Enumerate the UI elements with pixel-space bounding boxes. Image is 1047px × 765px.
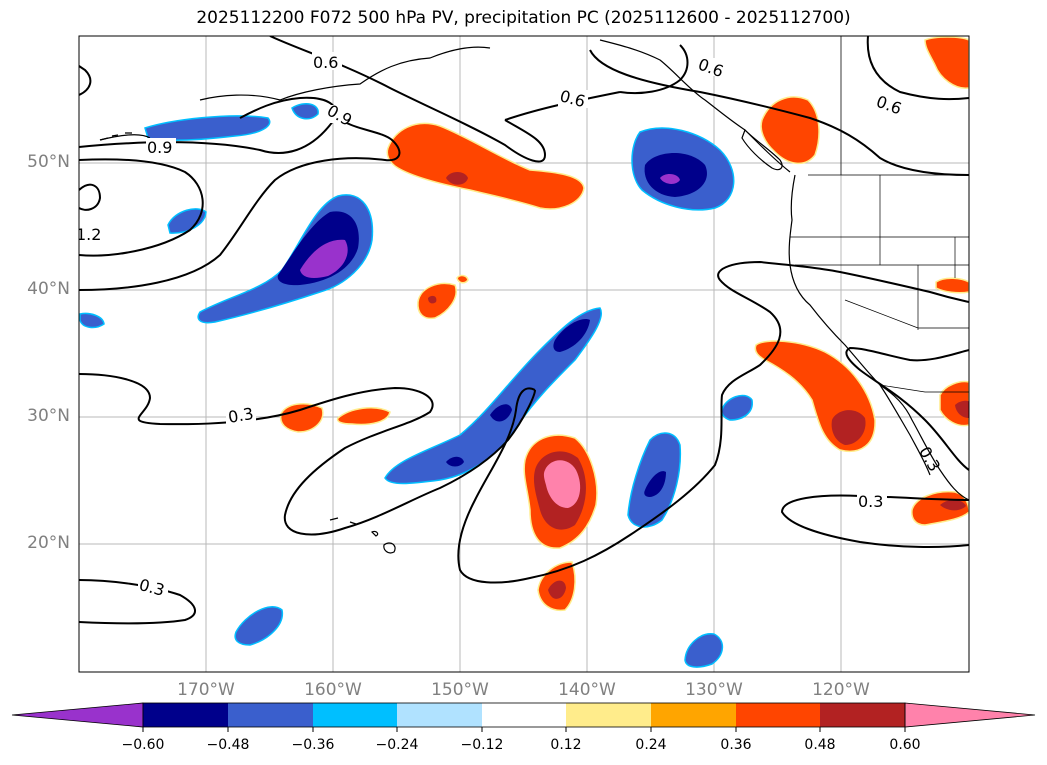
lon-label: 140°W: [558, 680, 616, 700]
red-feature: [428, 295, 437, 304]
lon-label: 170°W: [177, 680, 235, 700]
orange-feature: [417, 282, 457, 320]
red-feature: [831, 410, 866, 445]
red-feature: [940, 499, 966, 511]
lon-label: 130°W: [685, 680, 743, 700]
negative-features: [79, 102, 753, 668]
colorbar-segment: [143, 703, 228, 727]
lon-label: 160°W: [304, 680, 362, 700]
purple-feature: [300, 239, 348, 278]
blue-feature: [684, 633, 724, 668]
orange-feature: [935, 277, 969, 294]
colorbar-segment: [482, 703, 566, 727]
colorbar-segment: [820, 703, 905, 727]
colorbar-tick-label: −0.12: [460, 737, 504, 753]
blue-feature: [721, 394, 753, 421]
map-border: [78, 35, 970, 673]
blue-feature: [167, 208, 207, 234]
colorbar-tick-label: −0.48: [206, 737, 250, 753]
blue-feature: [79, 312, 105, 329]
red-feature: [446, 172, 468, 185]
coastlines: [99, 39, 969, 554]
blue-feature: [644, 471, 666, 497]
colorbar-tick-label: −0.60: [121, 737, 165, 753]
lat-label: 20°N: [27, 533, 70, 553]
orange-feature: [279, 402, 324, 433]
blue-feature: [553, 319, 590, 352]
colorbar-segment: [736, 703, 820, 727]
colorbar: [11, 702, 1036, 732]
orange-feature: [760, 96, 820, 164]
colorbar-tick-label: 0.48: [804, 737, 836, 753]
colorbar-segment: [313, 703, 397, 727]
lon-label: 120°W: [812, 680, 870, 700]
contour-label: 1.2: [76, 225, 101, 244]
blue-feature: [490, 404, 512, 422]
contour-labels: 0.6 0.9 0.6 0.6 0.6 0.9 1.2 0.3 0.3 0.3 …: [76, 52, 944, 600]
colorbar-tick-label: 0.12: [550, 737, 582, 753]
colorbar-segment: [566, 703, 651, 727]
purple-feature: [660, 174, 680, 184]
orange-feature: [386, 122, 585, 210]
colorbar-tick-label: 0.36: [720, 737, 752, 753]
pink-feature: [543, 460, 581, 508]
positive-features: [279, 36, 969, 612]
lat-label: 50°N: [27, 152, 70, 172]
lat-label: 30°N: [27, 406, 70, 426]
orange-feature: [924, 36, 969, 89]
orange-feature: [456, 274, 469, 284]
red-feature: [955, 400, 969, 418]
colorbar-segment: [228, 703, 313, 727]
blue-feature: [144, 115, 271, 141]
political-borders: [790, 36, 969, 393]
lat-label: 40°N: [27, 279, 70, 299]
blue-feature: [644, 152, 707, 197]
map-title: 2025112200 F072 500 hPa PV, precipitatio…: [196, 8, 851, 28]
red-feature: [548, 580, 566, 599]
orange-feature: [336, 406, 391, 426]
contour-label: 0.3: [227, 404, 255, 427]
map-content: 0.6 0.9 0.6 0.6 0.6 0.9 1.2 0.3 0.3 0.3 …: [76, 36, 969, 672]
blue-feature: [291, 102, 319, 120]
colorbar-tick-label: −0.36: [291, 737, 335, 753]
colorbar-tick-label: 0.60: [889, 737, 921, 753]
colorbar-segment: [397, 703, 482, 727]
colorbar-tick-label: 0.24: [635, 737, 667, 753]
contour-label: 0.3: [858, 492, 883, 511]
blue-feature: [384, 307, 603, 485]
contour-label: 0.9: [147, 138, 172, 157]
contour-label: 0.6: [313, 53, 338, 72]
blue-feature: [446, 456, 464, 467]
blue-feature: [234, 606, 283, 646]
colorbar-tick-label: −0.24: [375, 737, 419, 753]
colorbar-extend-right: [904, 702, 1036, 728]
colorbar-extend-left: [11, 702, 144, 728]
colorbar-segment: [651, 703, 736, 727]
lon-label: 150°W: [431, 680, 489, 700]
